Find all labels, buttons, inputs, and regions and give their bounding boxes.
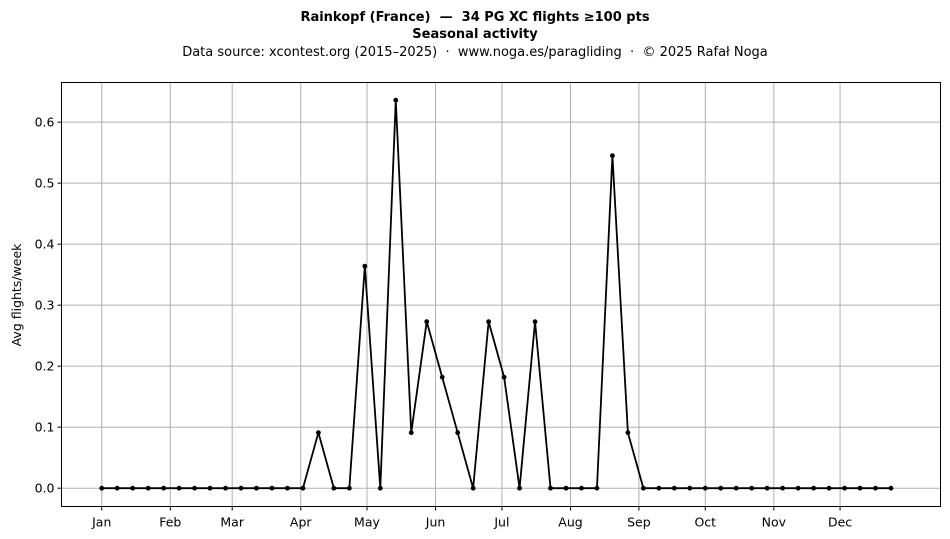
data-point — [161, 485, 167, 491]
x-tick-label: Mar — [220, 515, 244, 530]
y-axis-label: Avg flights/week — [9, 243, 24, 347]
data-point — [764, 485, 770, 491]
chart-title-line2: Seasonal activity — [412, 27, 538, 42]
data-point — [888, 485, 894, 491]
x-tick-label: Jul — [493, 515, 509, 530]
data-point — [408, 430, 414, 436]
x-tick-label: May — [354, 515, 380, 530]
data-point — [811, 485, 817, 491]
x-tick-label: Apr — [290, 515, 312, 530]
y-tick-label: 0.2 — [35, 359, 55, 374]
data-point — [795, 485, 801, 491]
data-point — [702, 485, 708, 491]
x-tick-label: Aug — [558, 515, 582, 530]
chart-subtitle: Data source: xcontest.org (2015–2025) · … — [182, 45, 768, 60]
data-point — [269, 485, 275, 491]
data-point — [517, 485, 522, 491]
data-point — [733, 485, 739, 491]
data-point — [424, 319, 430, 325]
data-point — [114, 485, 120, 491]
data-point — [207, 485, 213, 491]
series-layer — [99, 97, 894, 491]
data-point — [640, 485, 646, 491]
data-point — [439, 374, 445, 380]
data-point — [455, 430, 461, 436]
x-tick-label: Feb — [159, 515, 181, 530]
x-tick-label: Oct — [694, 515, 716, 530]
data-point — [176, 485, 182, 491]
data-point — [610, 153, 615, 159]
data-point — [300, 485, 306, 491]
data-point — [315, 430, 321, 436]
data-point — [192, 485, 197, 491]
data-point — [718, 485, 724, 491]
y-tick-label: 0.5 — [35, 176, 55, 191]
y-tick-label: 0.4 — [35, 237, 55, 252]
data-point — [393, 97, 399, 103]
data-point — [223, 485, 228, 491]
data-point — [625, 430, 631, 436]
data-point — [362, 263, 368, 269]
data-point — [532, 319, 538, 325]
x-tick-label: Sep — [627, 515, 651, 530]
data-point — [826, 485, 832, 491]
data-point — [780, 485, 786, 491]
data-point — [687, 485, 693, 491]
data-point — [238, 485, 244, 491]
x-tick-label: Dec — [828, 515, 852, 530]
x-tick-label: Nov — [762, 515, 787, 530]
data-point — [594, 485, 600, 491]
x-tick-label: Jan — [91, 515, 111, 530]
x-tick-label: Jun — [425, 515, 446, 530]
data-point — [285, 485, 290, 491]
plot-frame — [61, 82, 941, 507]
tick-labels: Jan Feb Mar Apr May Jun Jul Aug Sep Oct Nov Dec 0.0 0… — [35, 115, 853, 530]
data-point — [873, 485, 878, 491]
data-point — [254, 485, 259, 491]
data-point — [842, 485, 847, 491]
data-point — [579, 485, 584, 491]
data-point — [501, 374, 507, 380]
series-line — [101, 99, 891, 490]
data-point — [470, 485, 476, 491]
data-point — [749, 485, 755, 491]
data-point — [99, 485, 105, 491]
y-tick-label: 0.3 — [35, 298, 55, 313]
data-point — [145, 485, 151, 491]
chart-title: Rainkopf (France) — 34 PG XC flights ≥10… — [300, 10, 649, 25]
y-tick-label: 0.1 — [35, 420, 55, 435]
data-point — [377, 485, 383, 491]
grid — [61, 82, 941, 507]
data-point — [671, 485, 677, 491]
data-point — [130, 485, 136, 491]
data-point — [331, 485, 337, 491]
data-point — [563, 485, 569, 491]
data-point — [656, 485, 662, 491]
data-point — [548, 485, 553, 491]
data-point — [346, 485, 352, 491]
data-point — [486, 319, 492, 325]
y-tick-label: 0.6 — [35, 115, 55, 130]
data-point — [857, 485, 863, 491]
y-tick-label: 0.0 — [35, 481, 55, 496]
